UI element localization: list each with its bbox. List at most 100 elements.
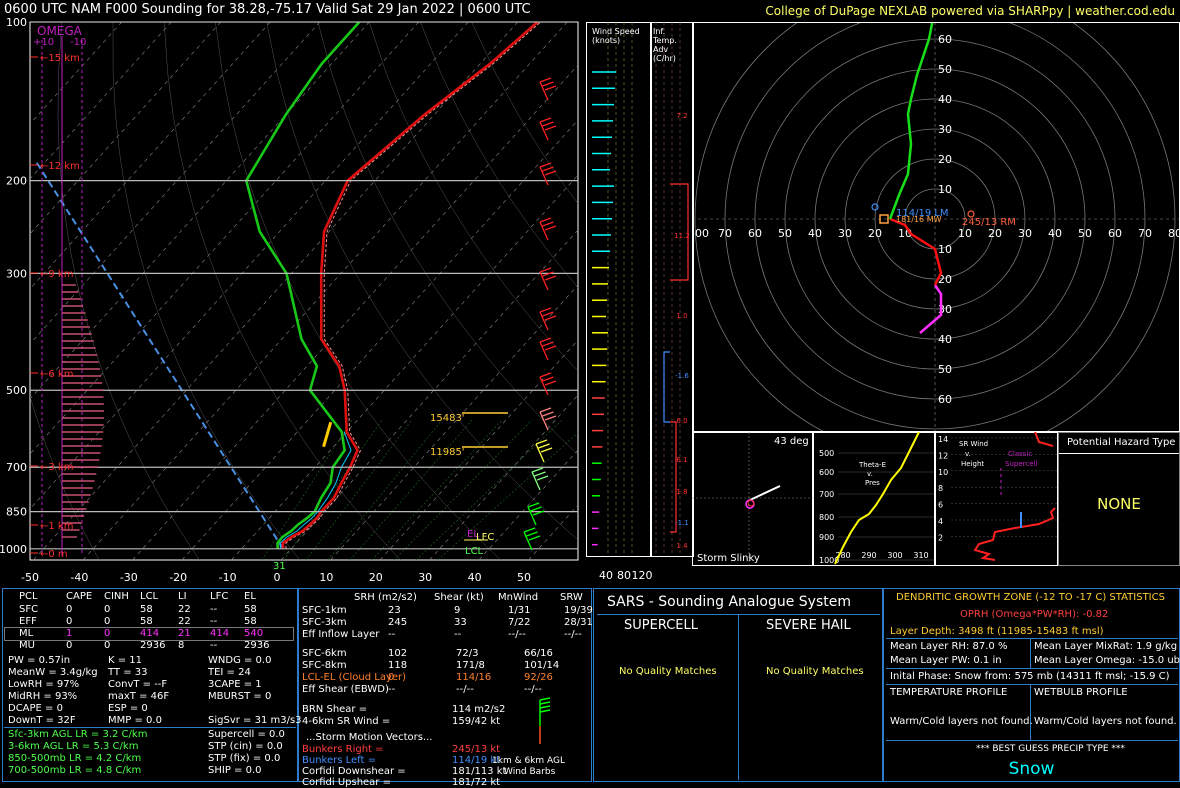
height-tick-label: ←3 km: [40, 462, 73, 473]
wind-barb-flag: [539, 307, 552, 313]
wind-speed-tick: 120: [632, 569, 653, 582]
height-tick-label: ←1 km: [40, 521, 73, 532]
kinematics-cell: 245: [388, 617, 408, 628]
kinematics-cell: 0: [388, 672, 395, 683]
parcel-stat: DCAPE = 0: [8, 703, 63, 714]
wind-barb-staff: [539, 376, 549, 396]
inf-temp-title: Inf. Temp. Adv (C/hr): [653, 27, 677, 63]
sr-wind-label: 4-6km SR Wind =: [302, 716, 391, 727]
isotherm-line: [429, 394, 578, 560]
parcel-cell: 0: [66, 616, 73, 627]
kinematics-cell: 92/26: [524, 672, 553, 683]
wind-barb-flag: [532, 510, 545, 516]
slinky-motion-vector: [749, 485, 781, 501]
parcel-stat: PW = 0.57in: [8, 655, 71, 666]
inf-temp-value: -1.1: [675, 519, 689, 527]
wind-barb-flag: [539, 162, 552, 168]
kinematics-cell: --/--: [456, 684, 474, 695]
lapse-rate: 3-6km AGL LR = 5.3 C/km: [8, 741, 139, 752]
ml-row-highlight: [4, 627, 294, 641]
wind-barb-staff: [539, 81, 549, 101]
hodograph-trace-3-6km: [888, 23, 934, 220]
parcel-cell: 0: [104, 616, 111, 627]
temperature-tick-label: 10: [319, 571, 333, 584]
isotherm-line: [181, 119, 578, 560]
wind-barb-staff: [539, 166, 549, 186]
virtual-temp-trace: [285, 22, 541, 549]
theta-pressure-tick: 800: [819, 513, 834, 522]
kinematics-row-label: SFC-3km: [302, 617, 347, 628]
parcel-stat: WNDG = 0.0: [208, 655, 272, 666]
srwind-height-tick: 2: [938, 533, 943, 542]
dry-adiabat: [266, 22, 578, 541]
slinky-circle: [747, 499, 755, 507]
wind-barb-flag: [542, 271, 554, 277]
inf-temp-bar: [663, 351, 670, 423]
parcel-cell: 2936: [244, 640, 270, 651]
wind-barb-flag: [544, 275, 557, 281]
parcel-stat: K = 11: [108, 655, 143, 666]
wind-barb-flag: [540, 447, 553, 453]
hodograph-ring-label: 60: [938, 33, 952, 46]
dgz-pw: Mean Layer PW: 0.1 in: [890, 655, 1002, 666]
slinky-label: Storm Slinky: [697, 553, 760, 564]
barb-6km-flag: [539, 705, 551, 709]
parcel-header: PCL: [19, 591, 38, 602]
kinematics-row-label: SFC-1km: [302, 605, 347, 616]
wetbulb-trace: [279, 431, 352, 549]
wind-barb-flag: [539, 77, 552, 83]
parcel-cell: EFF: [19, 616, 37, 627]
dgz-mixrat: Mean Layer MixRat: 1.9 g/kg: [1034, 641, 1178, 652]
wind-barb-flag: [544, 380, 557, 386]
temp-profile-title: TEMPERATURE PROFILE: [890, 687, 1008, 698]
hodograph-ring-label: 10: [938, 243, 952, 256]
wind-speed-frame: [586, 22, 652, 557]
isotherm-line: [280, 229, 578, 560]
temperature-tick-label: 0: [274, 571, 281, 584]
hodograph-ring-label: 40: [808, 227, 822, 240]
pressure-tick-label: 850: [6, 506, 27, 519]
wind-barb-flag: [544, 415, 557, 421]
parcel-cell: 414: [210, 628, 230, 639]
hodograph-ring-label: 70: [1138, 227, 1152, 240]
parcel-cell: SFC: [19, 604, 39, 615]
inf-temp-panel: 7.2 11.2 1.0 -1.6 6.0 6.1 1.8 -1.1 1.4: [650, 22, 694, 557]
dry-adiabat: [112, 22, 301, 560]
mixing-ratio-line: [327, 419, 443, 560]
hodograph-ring-label: 50: [938, 63, 952, 76]
wind-barb-staff: [539, 341, 549, 361]
parcel-cell: --: [210, 616, 218, 627]
isotherm-line: [30, 22, 419, 455]
storm-vector-value: 181/113 kt: [452, 766, 507, 777]
parcel-cell: 0: [66, 640, 73, 651]
parcel-header: LI: [178, 591, 187, 602]
mixing-ratio-line: [437, 432, 578, 560]
kinematics-cell: --: [388, 684, 396, 695]
temperature-tick-label: 30: [418, 571, 432, 584]
omega-label: OMEGA: [37, 24, 83, 38]
isotherm-line: [33, 22, 518, 560]
isotherm-line: [30, 22, 469, 510]
srwind-title: SR Wind: [959, 440, 988, 448]
sars-hail-title: SEVERE HAIL: [766, 618, 851, 633]
parcel-stat: 3CAPE = 1: [208, 679, 262, 690]
parcel-cell: 414: [140, 628, 160, 639]
srwind-title: Height: [961, 460, 984, 468]
parcel-cell: 22: [178, 616, 191, 627]
srwind-height-tick: 6: [938, 501, 943, 510]
storm-vector-label: Corfidi Downshear =: [302, 766, 406, 777]
wind-barb-flag: [542, 376, 554, 382]
mean-wind-marker: [879, 214, 889, 224]
srwind-height-tick: 8: [938, 484, 943, 493]
parcel-cell: 1: [66, 628, 73, 639]
inf-temp-value: 6.0: [676, 417, 687, 425]
wind-barb-flag: [542, 221, 554, 227]
lfc-label: LFC: [476, 532, 494, 543]
parcel-cell: 540: [244, 628, 264, 639]
theta-e-trace: [834, 432, 920, 565]
parcel-stat: DownT = 32F: [8, 715, 76, 726]
theta-temp-tick: 300: [887, 551, 902, 560]
wind-barb-flag: [542, 411, 554, 417]
isotherm-line: [132, 64, 578, 560]
hodograph-ring: [874, 158, 996, 280]
